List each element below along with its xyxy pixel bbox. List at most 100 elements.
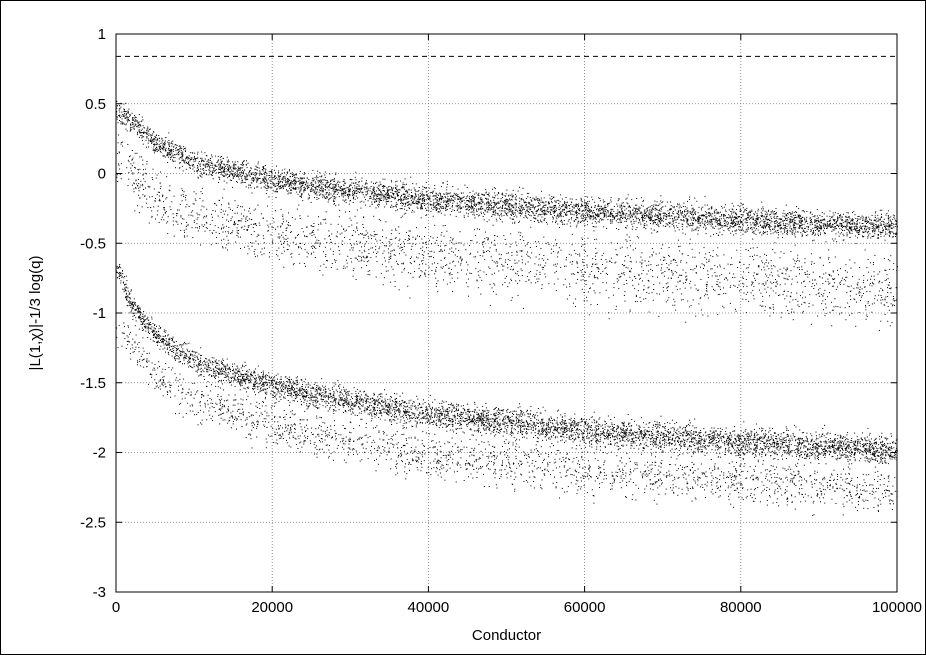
scatter-point <box>176 152 178 154</box>
scatter-point <box>293 187 295 189</box>
scatter-point <box>592 219 594 221</box>
scatter-point <box>266 173 268 175</box>
scatter-point <box>405 198 407 200</box>
scatter-point <box>268 175 270 176</box>
scatter-point <box>653 220 655 222</box>
scatter-point <box>459 199 461 201</box>
scatter-point <box>242 167 244 169</box>
scatter-point <box>704 220 706 222</box>
scatter-point <box>742 225 744 227</box>
scatter-point <box>658 214 660 216</box>
scatter-point <box>225 164 227 166</box>
scatter-point <box>308 193 310 195</box>
scatter-point <box>833 220 835 222</box>
scatter-point <box>484 209 486 211</box>
scatter-point <box>848 216 850 218</box>
scatter-point <box>799 219 801 221</box>
scatter-point <box>446 206 448 208</box>
scatter-point <box>718 212 720 214</box>
scatter-point <box>748 215 750 217</box>
scatter-point <box>535 217 537 219</box>
scatter-point <box>430 211 432 212</box>
scatter-point <box>427 196 429 198</box>
scatter-point <box>591 216 593 218</box>
scatter-point <box>770 220 772 222</box>
scatter-point <box>607 210 609 212</box>
scatter-point <box>563 208 565 210</box>
scatter-point <box>765 224 767 226</box>
scatter-point <box>650 217 652 219</box>
scatter-point <box>233 164 235 166</box>
scatter-point <box>307 188 308 190</box>
scatter-point <box>517 190 519 192</box>
scatter-point <box>448 204 450 206</box>
scatter-point <box>376 195 378 197</box>
scatter-point <box>663 215 665 216</box>
scatter-point <box>719 211 721 213</box>
scatter-point <box>532 211 534 213</box>
scatter-point <box>320 181 322 183</box>
scatter-point <box>800 220 802 222</box>
scatter-point <box>885 233 886 235</box>
scatter-point <box>786 218 788 219</box>
scatter-point <box>243 161 245 162</box>
scatter-point <box>586 211 588 213</box>
scatter-point <box>871 227 873 229</box>
scatter-point <box>680 211 682 213</box>
scatter-point <box>596 215 598 217</box>
scatter-point <box>581 203 583 205</box>
scatter-point <box>718 222 720 224</box>
scatter-point <box>600 210 602 212</box>
scatter-point <box>739 211 741 213</box>
scatter-point <box>268 178 270 180</box>
scatter-point <box>403 186 405 188</box>
scatter-point <box>860 225 861 227</box>
scatter-point <box>349 178 351 180</box>
scatter-point <box>550 199 552 201</box>
scatter-point <box>573 220 575 222</box>
scatter-point <box>776 232 778 234</box>
scatter-point <box>592 199 594 201</box>
scatter-point <box>147 127 149 129</box>
scatter-point <box>294 188 296 189</box>
scatter-point <box>399 189 401 191</box>
scatter-point <box>257 163 259 165</box>
scatter-point <box>895 220 897 221</box>
scatter-point <box>745 210 747 211</box>
scatter-point <box>577 221 579 223</box>
scatter-point <box>542 201 544 203</box>
scatter-point <box>280 174 282 176</box>
scatter-point <box>180 146 182 148</box>
scatter-point <box>160 147 162 149</box>
scatter-point <box>229 168 231 170</box>
scatter-point <box>523 200 525 202</box>
scatter-point <box>468 201 470 202</box>
scatter-point <box>528 206 530 208</box>
scatter-point <box>543 204 545 206</box>
scatter-point <box>325 189 327 191</box>
scatter-point <box>436 196 438 198</box>
scatter-point <box>135 116 137 118</box>
scatter-point <box>774 225 776 227</box>
scatter-point <box>494 202 496 204</box>
scatter-point <box>518 222 520 223</box>
scatter-point <box>540 197 542 199</box>
scatter-point <box>667 210 669 212</box>
scatter-point <box>179 162 180 164</box>
scatter-point <box>199 163 201 165</box>
scatter-point <box>237 166 239 168</box>
scatter-point <box>878 230 880 232</box>
scatter-point <box>735 213 736 215</box>
scatter-point <box>303 188 305 190</box>
scatter-point <box>412 183 414 185</box>
scatter-point <box>155 149 157 150</box>
scatter-point <box>644 215 645 217</box>
scatter-point <box>540 219 541 221</box>
scatter-point <box>384 198 386 200</box>
scatter-point <box>220 174 222 176</box>
scatter-point <box>676 212 678 214</box>
scatter-point <box>176 154 178 155</box>
scatter-point <box>406 197 407 199</box>
scatter-point <box>267 187 269 189</box>
scatter-point <box>209 167 211 169</box>
